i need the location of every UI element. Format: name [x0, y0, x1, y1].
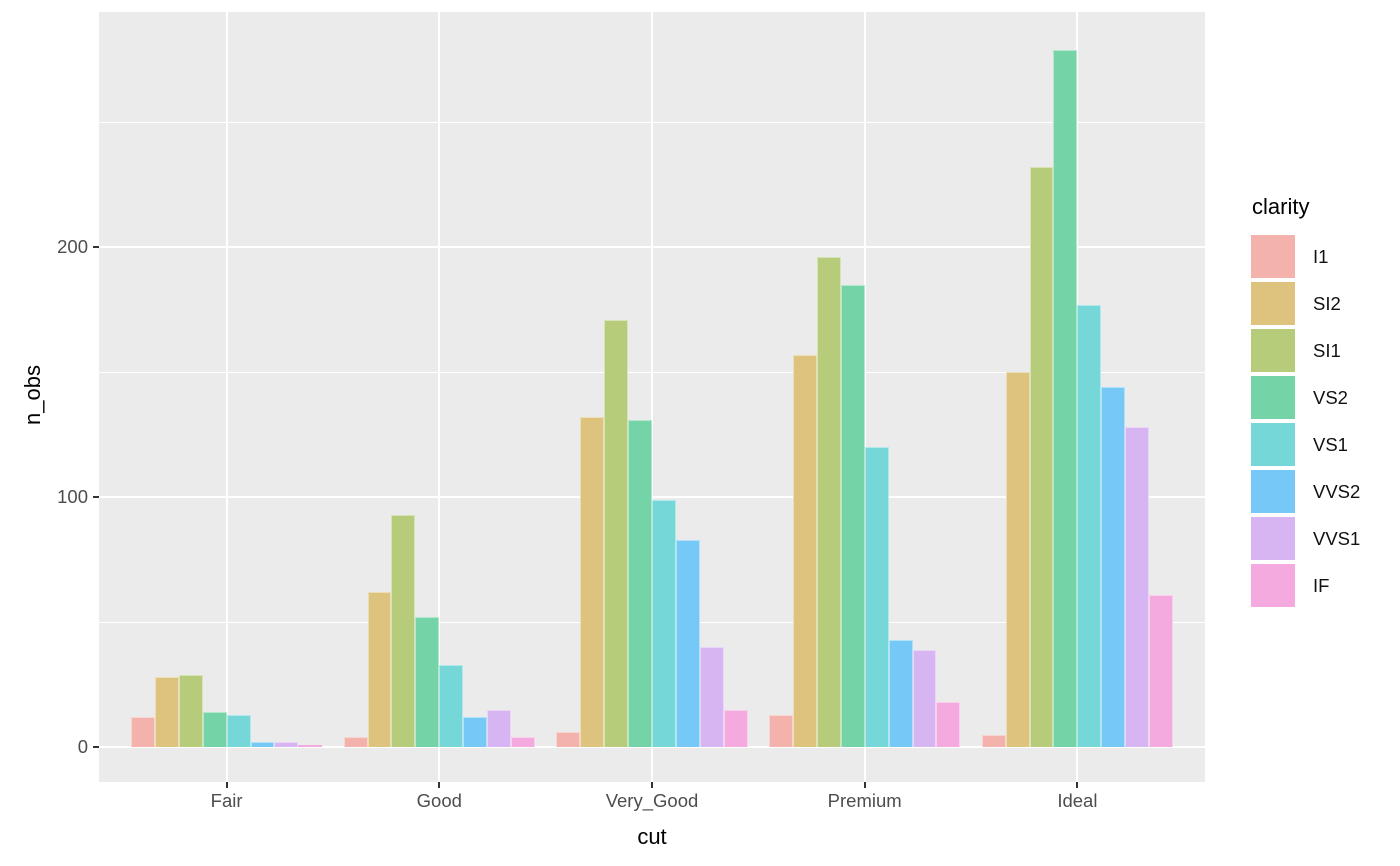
x-tick-label-Premium: Premium [827, 790, 902, 811]
bar-Ideal-I1 [981, 734, 1006, 747]
x-axis-title: cut [637, 824, 667, 849]
bar-Ideal-VVS2 [1101, 387, 1126, 747]
bar-Fair-IF [298, 744, 323, 747]
bar-Premium-SI1 [816, 257, 841, 747]
x-tick-mark [863, 782, 866, 788]
legend-label-VS2: VS2 [1313, 387, 1348, 408]
legend-label-SI2: SI2 [1313, 293, 1341, 314]
bar-Good-SI2 [367, 592, 392, 747]
y-minor-gridline [99, 122, 1205, 123]
legend-label-VVS2: VVS2 [1313, 481, 1361, 502]
y-minor-gridline [99, 372, 1205, 373]
x-tick-mark [651, 782, 653, 788]
bar-Good-I1 [343, 737, 368, 747]
legend-swatch-IF [1251, 564, 1295, 607]
bar-Fair-VVS2 [250, 742, 275, 747]
bar-Very_Good-SI1 [604, 319, 629, 747]
legend: clarity I1 SI2 SI1 VS2 VS1 VVS2 VVS1 IF [1251, 0, 1400, 640]
bar-Very_Good-VVS1 [699, 647, 724, 747]
legend-swatch-VS2 [1251, 376, 1295, 419]
y-tick-label: 100 [57, 486, 88, 507]
y-major-gridline [99, 746, 1205, 748]
bar-Fair-VS1 [226, 714, 251, 747]
bar-Ideal-VVS1 [1125, 427, 1150, 747]
x-tick-label-Good: Good [416, 790, 462, 811]
bar-Ideal-VS2 [1053, 49, 1078, 747]
x-major-gridline [225, 12, 228, 782]
bar-Very_Good-IF [723, 709, 748, 747]
legend-label-IF: IF [1313, 575, 1330, 596]
x-major-gridline [651, 12, 653, 782]
x-tick-mark [438, 782, 441, 788]
legend-swatch-VVS2 [1251, 470, 1295, 513]
bar-Ideal-VS1 [1077, 304, 1102, 747]
y-major-gridline [99, 496, 1205, 498]
bar-Very_Good-VVS2 [675, 539, 700, 747]
bar-Ideal-SI1 [1029, 167, 1054, 747]
bar-Very_Good-SI2 [580, 417, 605, 747]
bar-Very_Good-I1 [556, 732, 581, 747]
bar-Very_Good-VS2 [628, 419, 652, 747]
legend-label-VVS1: VVS1 [1313, 528, 1361, 549]
legend-swatch-VS1 [1251, 423, 1295, 466]
x-tick-mark [225, 782, 228, 788]
bar-Very_Good-VS1 [652, 499, 676, 747]
bar-Premium-SI2 [792, 354, 817, 747]
legend-swatch-I1 [1251, 235, 1295, 278]
legend-title: clarity [1252, 194, 1310, 219]
bar-Fair-VS2 [202, 712, 227, 747]
y-major-gridline [99, 246, 1205, 248]
y-tick-mark [93, 496, 99, 498]
bar-Premium-VVS2 [888, 639, 913, 747]
bar-Good-VS1 [439, 664, 464, 747]
bar-Ideal-SI2 [1005, 372, 1030, 747]
legend-swatch-SI1 [1251, 329, 1295, 372]
legend-swatch-SI2 [1251, 282, 1295, 325]
x-major-gridline [863, 12, 866, 782]
bar-Good-VVS2 [463, 717, 488, 747]
legend-swatch-VVS1 [1251, 517, 1295, 560]
y-axis-title: n_obs [20, 365, 45, 425]
bar-Premium-VS2 [840, 284, 865, 747]
x-tick-label-Very_Good: Very_Good [605, 790, 699, 811]
legend-label-SI1: SI1 [1313, 340, 1341, 361]
legend-label-I1: I1 [1313, 246, 1329, 267]
x-tick-label-Fair: Fair [210, 790, 243, 811]
y-tick-label: 0 [77, 736, 88, 757]
y-tick-mark [93, 246, 99, 248]
x-tick-label-Ideal: Ideal [1057, 790, 1098, 811]
bar-Premium-I1 [768, 714, 793, 747]
x-tick-mark [1076, 782, 1079, 788]
legend-label-VS1: VS1 [1313, 434, 1348, 455]
bar-Fair-I1 [130, 717, 155, 747]
plot-panel [99, 12, 1205, 782]
bar-Ideal-IF [1149, 594, 1174, 747]
bar-Good-VVS1 [487, 709, 512, 747]
bar-Fair-SI2 [154, 677, 179, 747]
bar-Premium-IF [936, 702, 961, 747]
bar-Good-VS2 [415, 617, 440, 747]
y-tick-label: 200 [57, 236, 88, 257]
x-major-gridline [438, 12, 441, 782]
bar-Fair-SI1 [178, 674, 203, 747]
bar-Good-SI1 [391, 514, 416, 747]
y-tick-mark [93, 746, 99, 748]
bar-Fair-VVS1 [274, 742, 299, 747]
bar-Good-IF [511, 737, 535, 747]
bar-Premium-VVS1 [912, 649, 937, 747]
bar-Premium-VS1 [864, 447, 889, 747]
